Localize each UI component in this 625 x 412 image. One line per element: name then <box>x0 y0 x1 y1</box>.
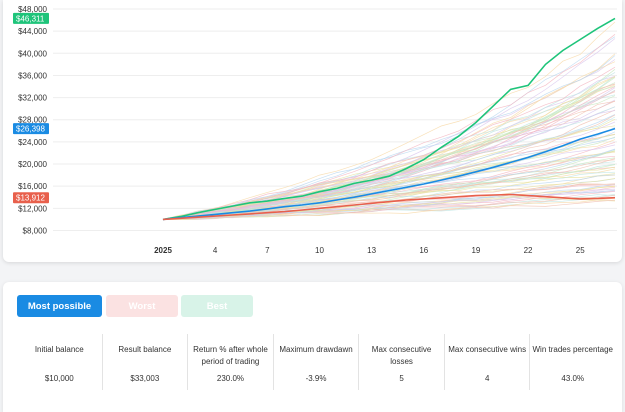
x-tick-label: 10 <box>315 246 324 255</box>
y-tick-label: $44,000 <box>18 27 47 36</box>
tab-worst[interactable]: Worst <box>106 295 178 317</box>
stat-result-balance: Result balance $33,003 <box>103 334 189 390</box>
stat-value: 5 <box>399 374 404 383</box>
y-tick-label: $32,000 <box>18 94 47 103</box>
simulation-path <box>162 87 616 220</box>
simulation-path <box>162 55 616 220</box>
series-line-best <box>162 17 616 221</box>
final-value-badge-worst <box>13 192 49 204</box>
stat-label: Max consecutive wins <box>448 345 527 354</box>
simulation-path <box>162 90 616 220</box>
simulation-path <box>162 21 616 220</box>
simulation-path <box>162 134 616 220</box>
x-tick-label: 2025 <box>154 246 172 255</box>
stat-win-trades-percentage: Win trades percentage 43.0% <box>530 334 615 390</box>
chart-card: $8,000 $12,000 $16,000 $20,000 $24,000 $28,00… <box>3 0 622 262</box>
stat-label: Max consecutive losses <box>371 345 432 366</box>
tab-most-possible[interactable]: Most possible <box>17 295 102 317</box>
x-tick-label: 7 <box>265 246 270 255</box>
final-value-badge-most <box>13 123 49 135</box>
stat-initial-balance: Initial balance $10,000 <box>17 334 103 390</box>
stat-return-percent: Return % after whole period of trading 2… <box>188 334 274 390</box>
x-tick-label: 25 <box>576 246 585 255</box>
stat-label: Win trades percentage <box>532 345 614 354</box>
simulation-path <box>162 85 616 220</box>
final-value-label-most: $26,398 <box>16 125 45 134</box>
y-tick-label: $40,000 <box>18 49 47 58</box>
stats-row: Initial balance $10,000 Result balance $… <box>17 334 615 390</box>
x-tick-label: 16 <box>419 246 428 255</box>
tab-best[interactable]: Best <box>181 295 253 317</box>
simulation-path <box>162 188 616 220</box>
y-tick-label: $8,000 <box>23 226 48 235</box>
y-tick-label: $36,000 <box>18 71 47 80</box>
final-value-label-worst: $13,912 <box>16 194 45 203</box>
stat-value: -3.9% <box>305 374 327 383</box>
x-tick-label: 19 <box>471 246 480 255</box>
y-tick-label: $28,000 <box>18 116 47 125</box>
stat-value: $10,000 <box>44 374 74 383</box>
stat-max-consecutive-losses: Max consecutive losses 5 <box>359 334 445 390</box>
stats-card: Most possible Worst Best Initial balance… <box>3 282 622 412</box>
equity-simulation-chart: $8,000 $12,000 $16,000 $20,000 $24,000 $28,00… <box>13 5 617 255</box>
simulation-path <box>162 150 616 220</box>
simulation-path <box>162 164 616 220</box>
stat-value: 43.0% <box>561 374 585 383</box>
series-line-worst <box>162 193 616 221</box>
y-tick-label: $48,000 <box>18 5 47 14</box>
y-tick-label: $24,000 <box>18 138 47 147</box>
stat-value: 230.0% <box>216 374 245 383</box>
final-value-badge-best <box>13 12 49 24</box>
stat-value: $33,003 <box>130 374 160 383</box>
simulation-path <box>162 133 616 220</box>
stat-label: Result balance <box>118 345 172 354</box>
y-tick-label: $16,000 <box>18 182 47 191</box>
stat-label: Return % after whole period of trading <box>193 345 268 366</box>
stat-value: 4 <box>484 374 490 383</box>
simulation-path <box>162 34 616 220</box>
final-value-label-best: $46,311 <box>16 14 45 23</box>
x-tick-label: 22 <box>524 246 533 255</box>
simulation-path <box>162 121 616 220</box>
stat-label: Maximum drawdawn <box>279 345 353 354</box>
y-tick-label: $20,000 <box>18 160 47 169</box>
stat-max-drawdown: Maximum drawdawn -3.9% <box>274 334 360 390</box>
y-tick-label: $12,000 <box>18 204 47 213</box>
x-tick-label: 13 <box>367 246 376 255</box>
stat-max-consecutive-wins: Max consecutive wins 4 <box>445 334 531 390</box>
x-tick-label: 4 <box>213 246 218 255</box>
stat-label: Initial balance <box>34 345 84 354</box>
series-line-most <box>162 127 616 221</box>
